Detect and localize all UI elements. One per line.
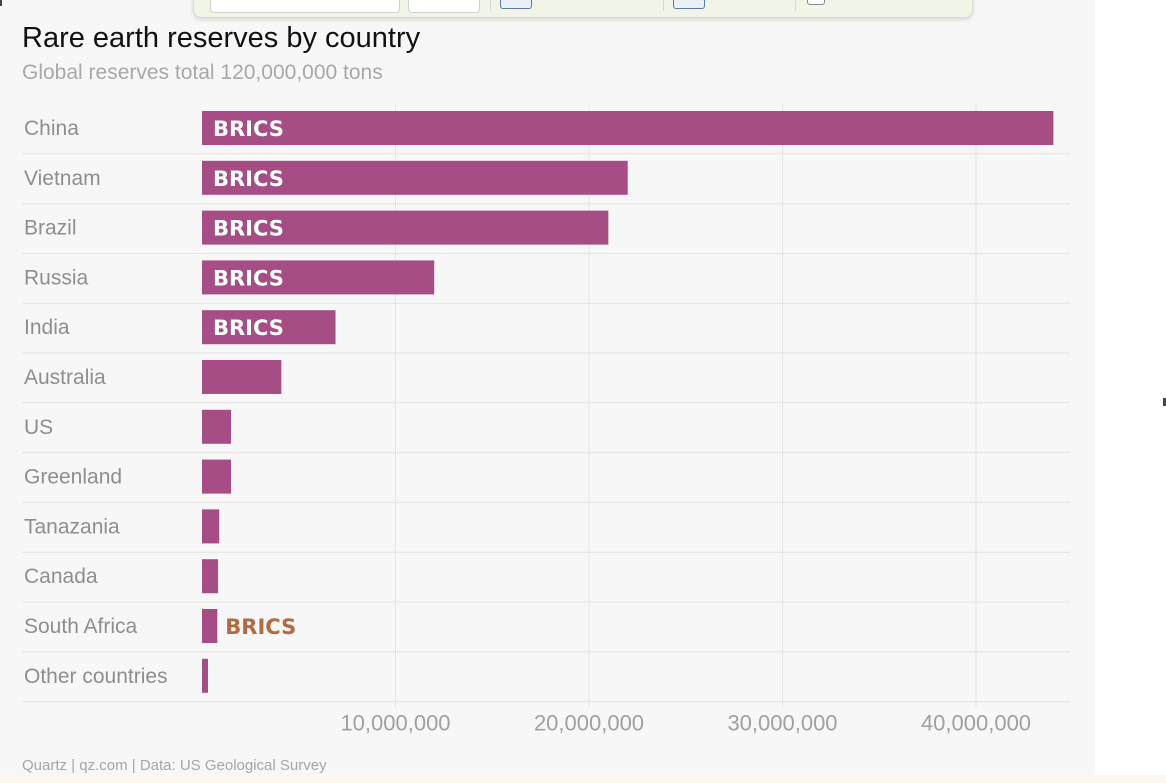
annotation-label: BRICS <box>213 266 284 290</box>
toolbar-button[interactable] <box>673 0 705 9</box>
edge-mark <box>1163 398 1166 406</box>
bar <box>202 160 628 195</box>
tick-label: 30,000,000 <box>727 711 837 736</box>
category-label: Canada <box>24 565 98 588</box>
bar <box>202 210 609 245</box>
category-label: Brazil <box>24 217 77 240</box>
toolbar-divider <box>795 0 796 11</box>
chart-subtitle: Global reserves total 120,000,000 tons <box>22 61 383 84</box>
annotation-label: BRICS <box>225 615 296 639</box>
toolbar-divider <box>663 0 664 11</box>
tick-label: 10,000,000 <box>340 711 450 736</box>
bar <box>202 409 232 444</box>
bar <box>202 559 219 594</box>
toolbar-button[interactable] <box>500 0 532 9</box>
category-label: Vietnam <box>24 167 101 190</box>
toolbar-input[interactable] <box>408 0 480 13</box>
annotation-label: BRICS <box>213 316 284 340</box>
floating-toolbar <box>193 0 973 18</box>
annotation-label: BRICS <box>213 117 284 141</box>
toolbar-divider <box>490 0 491 11</box>
category-label: South Africa <box>24 615 138 638</box>
tick-label: 20,000,000 <box>534 711 644 736</box>
bar <box>202 360 282 394</box>
category-label: Tanazania <box>24 515 120 538</box>
bar <box>202 260 435 295</box>
bar <box>202 509 220 544</box>
chart-title: Rare earth reserves by country <box>22 22 421 54</box>
source-footer: Quartz | qz.com | Data: US Geological Su… <box>22 757 327 774</box>
bar <box>202 609 218 643</box>
category-label: India <box>24 316 70 339</box>
category-label: Greenland <box>24 466 122 489</box>
category-label: Russia <box>24 266 89 289</box>
category-label: China <box>24 117 79 140</box>
bottom-strip <box>0 775 1166 783</box>
bar <box>202 459 232 494</box>
bar <box>202 111 1054 145</box>
bar <box>202 310 336 345</box>
bar-chart: China Vietnam Brazil Russia India Australia US… <box>22 104 1070 736</box>
category-label: US <box>24 416 53 439</box>
toolbar-input[interactable] <box>210 0 400 13</box>
category-label: Other countries <box>24 665 168 688</box>
category-label: Australia <box>24 366 106 389</box>
edge-mark <box>0 0 2 6</box>
bar <box>202 658 208 693</box>
tick-label: 40,000,000 <box>921 711 1031 736</box>
annotation-label: BRICS <box>213 167 284 191</box>
toolbar-checkbox[interactable] <box>807 0 825 5</box>
annotation-label: BRICS <box>213 217 284 241</box>
